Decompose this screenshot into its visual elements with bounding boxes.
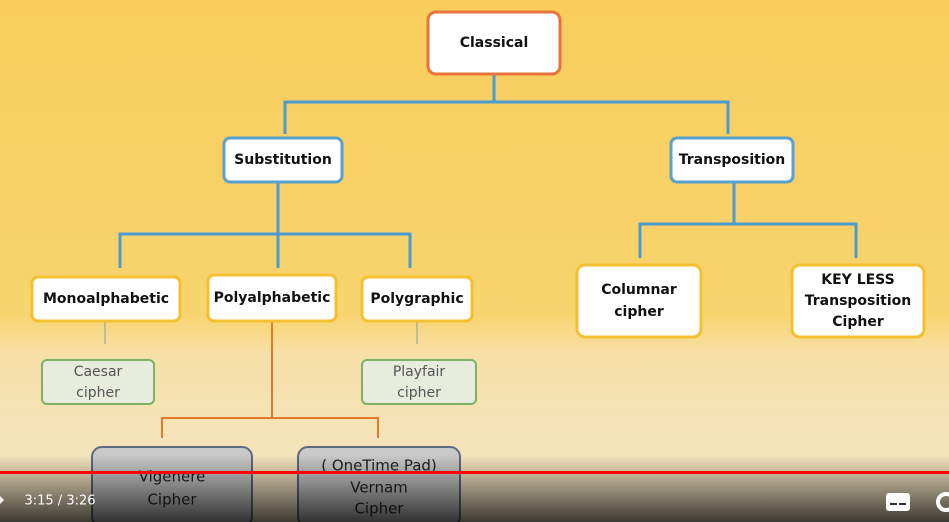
progress-bar[interactable] [0, 471, 949, 474]
node-label: Columnar [601, 282, 677, 298]
node-box [360, 275, 474, 323]
captions-button[interactable] [886, 493, 910, 511]
connectors [104, 74, 858, 438]
captions-icon-line [890, 503, 897, 505]
connector [118, 182, 412, 268]
node-box [790, 263, 926, 339]
controls-shade [0, 455, 949, 522]
connector [161, 321, 379, 438]
node-label: cipher [614, 304, 664, 320]
node-label: Classical [460, 35, 529, 51]
node-label: Transposition [805, 293, 912, 309]
node-box [206, 273, 338, 323]
node-label: Substitution [234, 152, 332, 168]
node-label: cipher [397, 385, 441, 401]
node-box [426, 10, 562, 76]
node-box [41, 359, 155, 405]
captions-icon [886, 493, 910, 511]
node-label: Playfair [393, 364, 446, 380]
captions-icon-line [899, 503, 906, 505]
node-box [361, 359, 477, 405]
connector [283, 74, 730, 134]
player-controls: 3:15 / 3:26 [0, 455, 949, 522]
node-box [222, 136, 344, 184]
time-display: 3:15 / 3:26 [24, 494, 95, 509]
node-label: cipher [76, 385, 120, 401]
node-label: KEY LESS [821, 272, 894, 288]
node-box [575, 263, 703, 339]
node-label: Cipher [832, 314, 884, 330]
connector [104, 322, 418, 344]
settings-button[interactable] [936, 492, 949, 512]
node-label: Polyalphabetic [214, 290, 331, 306]
node-label: Monoalphabetic [43, 291, 169, 307]
node-box [669, 136, 795, 184]
play-button[interactable] [0, 492, 4, 508]
node-box [30, 275, 182, 323]
node-label: Caesar [74, 364, 123, 380]
node-label: Transposition [679, 152, 786, 168]
connector [638, 182, 858, 258]
node-label: Polygraphic [370, 291, 463, 307]
